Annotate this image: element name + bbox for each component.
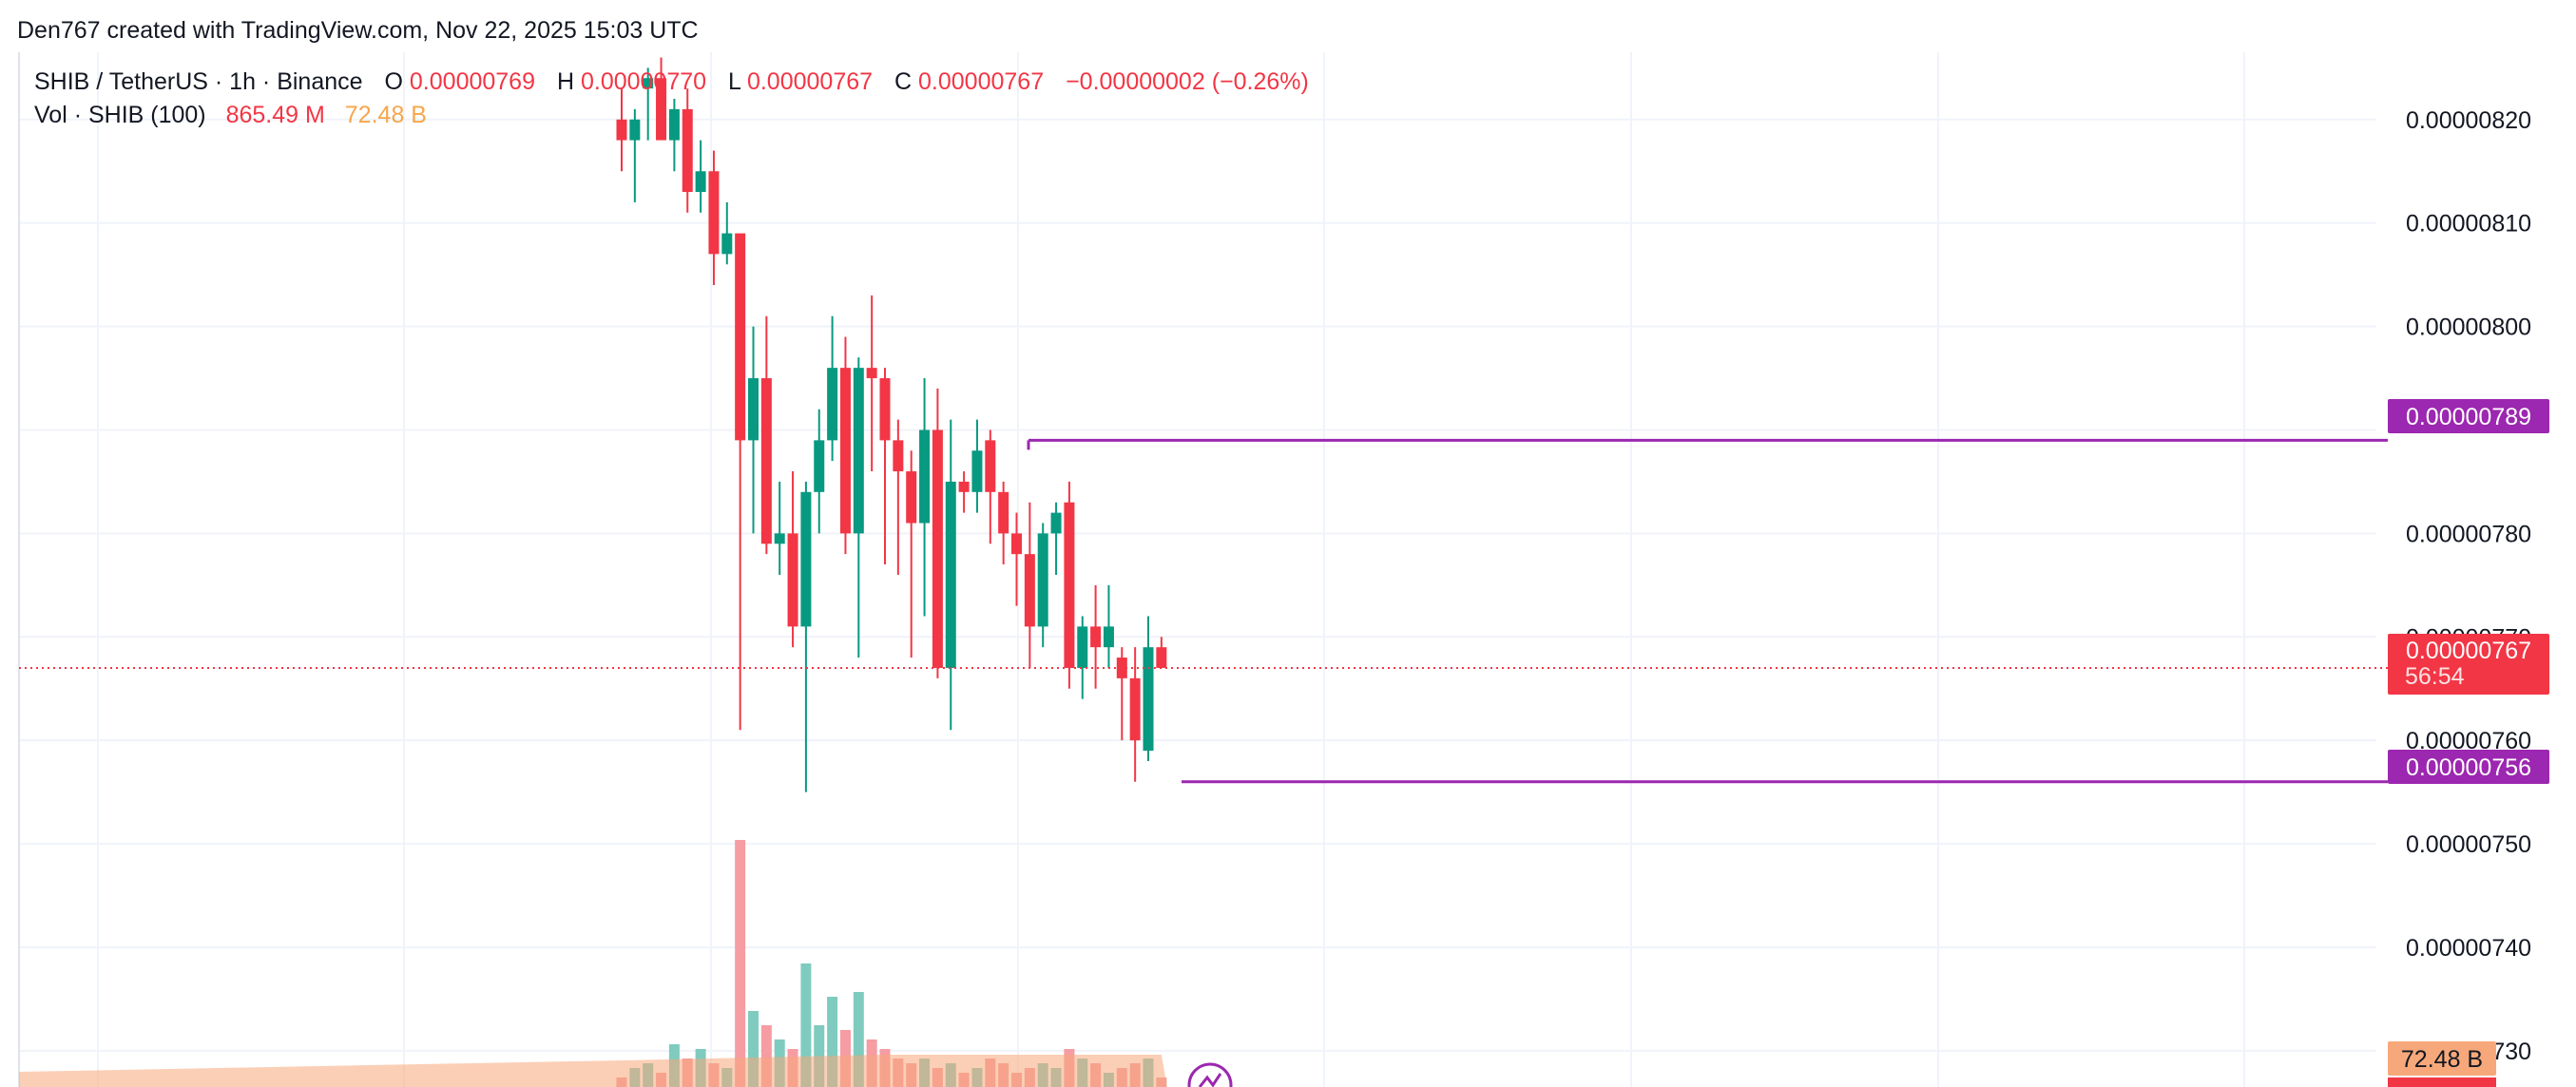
legend-change: −0.00000002 (−0.26%): [1066, 68, 1309, 95]
candle-body: [721, 233, 733, 255]
legend-volume-value: 865.49 M: [226, 102, 325, 128]
candle-body: [656, 78, 667, 141]
legend-volume-label: Vol · SHIB (100): [34, 102, 206, 128]
upper-line-price-tag: 0.00000789: [2388, 399, 2549, 433]
volume-ma-tag: 72.48 B: [2388, 1041, 2496, 1087]
candle-body: [1024, 554, 1035, 627]
candle-body: [1050, 512, 1062, 534]
volume-ma-area: [19, 1055, 1167, 1087]
lower-line-price-tag: 0.00000756: [2388, 750, 2549, 784]
price-tick-label: 0.00000820: [2406, 107, 2531, 134]
candle-body: [708, 171, 720, 255]
candle-body: [643, 78, 654, 89]
candle-body: [853, 368, 864, 534]
candle-body: [668, 108, 680, 141]
candle-body: [814, 440, 825, 492]
candle-body: [998, 491, 1009, 534]
candle-body: [695, 171, 706, 193]
candle-body: [919, 429, 931, 524]
candle-body: [1011, 533, 1022, 555]
legend-ohlc-row: SHIB / TetherUS · 1h · Binance O 0.00000…: [34, 68, 1309, 95]
last-price-value: 0.00000767: [2406, 638, 2531, 664]
legend-open: 0.00000769: [410, 68, 535, 95]
legend-volume-row: Vol · SHIB (100) 865.49 M 72.48 B: [34, 102, 427, 128]
volume-bar: [748, 1011, 759, 1087]
candle-body: [1077, 626, 1088, 668]
volume-bar: [735, 840, 746, 1087]
watermark-text: Den767 created with TradingView.com, Nov…: [17, 17, 699, 44]
chart-overlays: [19, 438, 2388, 784]
candle-body: [787, 533, 798, 627]
candle-body: [1143, 647, 1154, 752]
candle-body: [774, 533, 785, 544]
candle-body: [879, 378, 891, 441]
price-tick-label: 0.00000780: [2406, 521, 2531, 547]
price-tick-label: 0.00000750: [2406, 831, 2531, 858]
candles-series: [616, 57, 1167, 792]
chart-grid: [18, 52, 2376, 1087]
candle-body: [616, 119, 627, 141]
legend-open-label: O: [385, 68, 403, 95]
volume-bar: [800, 963, 812, 1087]
candle-body: [866, 368, 877, 379]
legend-low-label: L: [728, 68, 741, 95]
price-tick-label: 0.00000740: [2406, 935, 2531, 962]
legend-symbol: SHIB / TetherUS · 1h · Binance: [34, 68, 363, 95]
svg-text:0.00000789: 0.00000789: [2406, 404, 2531, 430]
volume-pane: [19, 840, 1167, 1087]
svg-text:72.48 B: 72.48 B: [2401, 1046, 2483, 1073]
candle-body: [1037, 533, 1048, 627]
legend-high: 0.00000770: [581, 68, 706, 95]
candle-body: [971, 450, 983, 492]
candle-body: [893, 440, 904, 472]
candle-body: [1129, 677, 1141, 741]
candle-body: [1116, 658, 1127, 678]
legend-high-label: H: [557, 68, 574, 95]
candle-body: [827, 368, 838, 441]
candle-body: [748, 378, 759, 441]
svg-text:0.00000756: 0.00000756: [2406, 754, 2531, 781]
candle-body: [1156, 647, 1167, 668]
candle-body: [682, 108, 693, 193]
candle-body: [906, 471, 917, 524]
legend-low: 0.00000767: [747, 68, 873, 95]
price-tick-label: 0.00000810: [2406, 211, 2531, 238]
candle-body: [839, 368, 851, 534]
price-tick-label: 0.00000800: [2406, 315, 2531, 341]
legend-close-label: C: [894, 68, 912, 95]
candle-body: [1103, 626, 1114, 648]
candle-countdown: 56:54: [2405, 663, 2465, 690]
candle-body: [1090, 626, 1102, 648]
volume-bar: [760, 1025, 772, 1087]
volume-bar: [853, 992, 864, 1087]
candle-body: [1064, 502, 1075, 668]
tradingview-logo-icon: [1187, 1062, 1233, 1087]
candle-body: [760, 378, 772, 544]
legend-volume-ma: 72.48 B: [345, 102, 427, 128]
candle-body: [932, 429, 943, 668]
candle-body: [735, 233, 746, 441]
volume-bar: [827, 997, 838, 1087]
legend-close: 0.00000767: [918, 68, 1044, 95]
candle-body: [945, 481, 956, 668]
candle-body: [800, 491, 812, 627]
candle-body: [958, 481, 970, 492]
price-axis[interactable]: 0.00000820 0.00000810 0.00000800 0.00000780…: [2406, 107, 2531, 1065]
last-price-tag: 0.00000767 56:54: [2388, 634, 2549, 695]
candle-body: [629, 119, 641, 141]
candle-body: [985, 440, 996, 492]
